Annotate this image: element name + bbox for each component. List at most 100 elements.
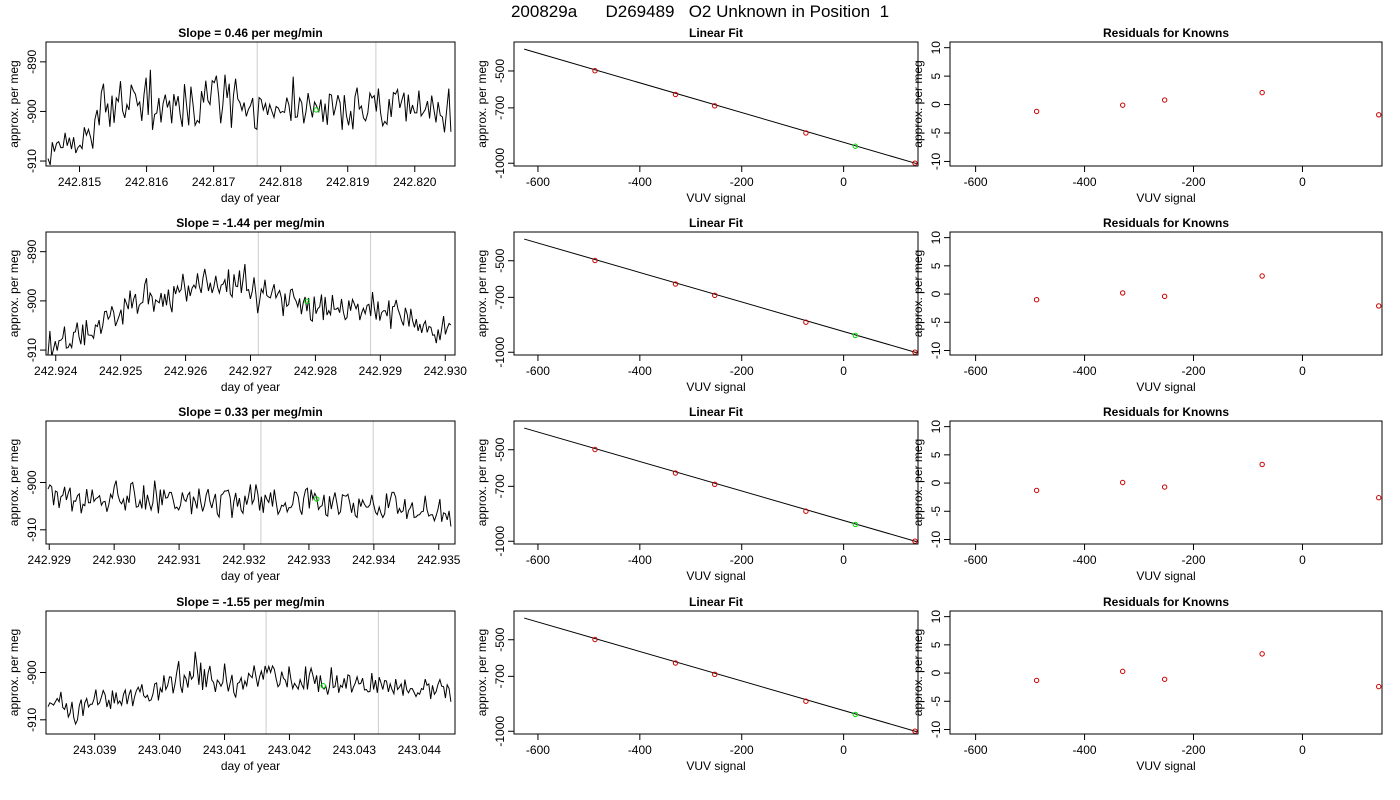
unknown-marker [314, 496, 320, 502]
x-axis-label: day of year [221, 759, 280, 773]
x-tick-label: 0 [840, 743, 847, 757]
x-tick-label: -600 [964, 175, 988, 189]
x-tick-label: 0 [1299, 743, 1306, 757]
x-axis-label: VUV signal [686, 759, 745, 773]
y-tick-label: 5 [929, 451, 943, 458]
x-axis-label: VUV signal [1136, 380, 1195, 394]
x-axis-label: VUV signal [1136, 759, 1195, 773]
y-tick-label: -900 [25, 289, 39, 313]
data-point [912, 349, 918, 355]
data-point [1259, 651, 1265, 657]
x-tick-label: 242.925 [99, 364, 143, 378]
x-tick-label: 242.816 [125, 175, 169, 189]
x-tick-label: 242.930 [92, 553, 136, 567]
y-tick-label: 5 [929, 262, 943, 269]
x-tick-label: -200 [730, 553, 754, 567]
data-point [912, 160, 918, 166]
x-tick-label: 243.042 [268, 743, 312, 757]
y-tick-label: -10 [929, 720, 943, 738]
plot-frame [513, 231, 919, 356]
x-tick-label: 243.039 [73, 743, 117, 757]
x-tick-label: -400 [1073, 743, 1097, 757]
data-point [1033, 297, 1040, 303]
y-tick-label: 0 [929, 479, 943, 486]
y-tick-label: -500 [493, 59, 507, 83]
data-point [912, 728, 918, 734]
x-tick-label: 242.929 [28, 553, 72, 567]
y-tick-label: -5 [929, 317, 943, 328]
x-tick-label: 242.927 [229, 364, 273, 378]
y-tick-label: 0 [929, 290, 943, 297]
y-tick-label: -1000 [493, 526, 507, 557]
unknown-marker [304, 298, 310, 305]
y-tick-label: -890 [25, 50, 39, 74]
y-axis-label: approx. per meg [7, 629, 21, 716]
y-axis-label: approx. per meg [911, 629, 925, 716]
panel-residuals-2: Residuals for Knowns -600 -400 -200 0 10 5 0 -5 -… [911, 216, 1383, 394]
y-tick-label: -5 [929, 127, 943, 138]
y-tick-label: -910 [25, 149, 39, 173]
unknown-marker [320, 683, 326, 689]
data-point [803, 130, 809, 136]
y-tick-label: 10 [929, 231, 943, 245]
panel-title: Slope = -1.44 per meg/min [176, 216, 324, 230]
x-tick-label: -200 [1181, 175, 1205, 189]
figure-title-description: O2 Unknown in Position 1 [688, 2, 890, 21]
data-point [1161, 97, 1168, 103]
plot-area [47, 421, 452, 544]
data-point [1161, 293, 1168, 300]
x-tick-label: 242.929 [359, 364, 403, 378]
y-tick-label: -890 [25, 239, 39, 263]
x-tick-label: 0 [840, 175, 847, 189]
x-tick-label: -600 [964, 553, 988, 567]
data-point [592, 446, 598, 453]
y-tick-label: -700 [493, 285, 507, 309]
plot-frame [949, 420, 1383, 545]
x-tick-label: 242.924 [34, 364, 78, 378]
x-tick-label: 242.819 [326, 175, 370, 189]
y-axis-label: approx. per meg [475, 629, 489, 716]
y-tick-label: 10 [929, 41, 943, 55]
fit-line [524, 427, 917, 543]
y-tick-label: -10 [929, 152, 943, 170]
x-tick-label: -600 [526, 364, 550, 378]
plot-area [524, 238, 918, 355]
data-point [672, 91, 679, 98]
plot-frame [45, 610, 456, 735]
data-point [1376, 112, 1382, 118]
panel-title: Linear Fit [689, 595, 743, 609]
unknown-marker [313, 107, 319, 113]
y-axis-label: approx. per meg [7, 60, 21, 147]
x-tick-label: -600 [526, 743, 550, 757]
plot-frame [949, 231, 1383, 356]
y-axis-label: approx. per meg [7, 439, 21, 526]
x-tick-label: -200 [730, 364, 754, 378]
x-tick-label: 242.930 [424, 364, 468, 378]
y-tick-label: -500 [493, 627, 507, 651]
y-tick-label: -500 [493, 248, 507, 272]
x-tick-label: 0 [840, 553, 847, 567]
data-point [1033, 677, 1040, 684]
x-tick-label: 242.932 [222, 553, 266, 567]
y-axis-label: approx. per meg [7, 250, 21, 337]
y-tick-label: -700 [493, 664, 507, 688]
data-point [1376, 683, 1382, 690]
x-tick-label: -200 [730, 743, 754, 757]
y-tick-label: -700 [493, 96, 507, 120]
data-point [803, 508, 809, 514]
plot-area [524, 617, 918, 734]
panel-title: Residuals for Knowns [1103, 595, 1229, 609]
data-point [1119, 102, 1126, 108]
x-tick-label: -200 [1181, 553, 1205, 567]
data-point [712, 671, 718, 678]
y-tick-label: -700 [493, 474, 507, 498]
plot-area [524, 48, 918, 166]
x-axis-label: day of year [221, 191, 280, 205]
y-tick-label: -900 [25, 99, 39, 123]
x-tick-label: -600 [964, 364, 988, 378]
data-point [672, 470, 679, 476]
x-tick-label: 0 [840, 364, 847, 378]
x-tick-label: -400 [628, 175, 652, 189]
y-tick-label: -500 [493, 437, 507, 461]
panel-linear-fit-1: Linear Fit -600 -400 -200 0 -500 -700 -1000 VUV … [475, 26, 919, 205]
